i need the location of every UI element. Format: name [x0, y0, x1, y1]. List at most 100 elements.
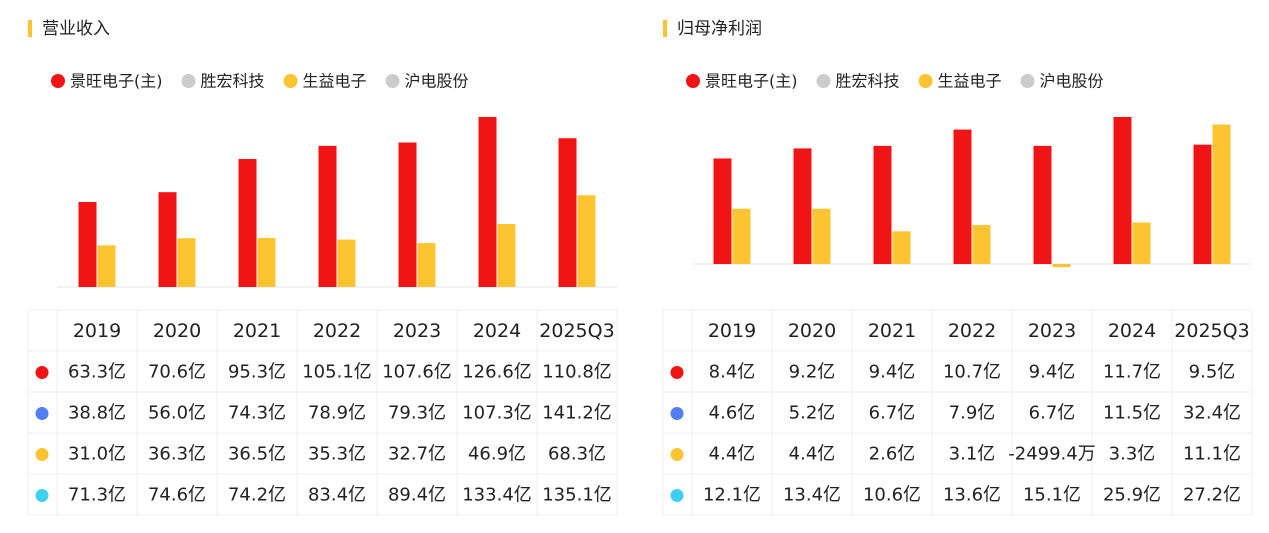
title-accent — [663, 20, 667, 37]
row-dot — [670, 489, 684, 502]
cell-value: 10.6亿 — [863, 485, 921, 506]
cell-value: 126.6亿 — [462, 362, 532, 383]
cell-value: 32.7亿 — [388, 444, 446, 465]
bar — [873, 145, 892, 264]
cell-value: 105.1亿 — [302, 362, 372, 383]
bar — [558, 138, 577, 287]
legend-dot — [385, 74, 400, 88]
cell-value: 38.8亿 — [68, 403, 126, 424]
cell-value: 110.8亿 — [542, 362, 612, 383]
column-header: 2023 — [393, 320, 441, 342]
column-header: 2024 — [473, 320, 521, 342]
legend-label: 生益电子 — [938, 72, 1002, 91]
column-header: 2022 — [948, 320, 996, 342]
bar — [1212, 124, 1231, 265]
cell-value: 74.3亿 — [228, 403, 286, 424]
legend-dot — [181, 74, 196, 88]
cell-value: 107.6亿 — [382, 362, 452, 383]
column-header: 2025Q3 — [1174, 320, 1249, 342]
column-header: 2024 — [1108, 320, 1156, 342]
bar — [1193, 144, 1212, 264]
cell-value: 4.6亿 — [709, 403, 756, 424]
row-dot — [670, 366, 684, 379]
cell-value: -2499.4万 — [1008, 444, 1095, 465]
cell-value: 56.0亿 — [148, 403, 206, 424]
bar — [1052, 264, 1071, 268]
cell-value: 78.9亿 — [308, 403, 366, 424]
cell-value: 9.2亿 — [789, 362, 836, 383]
legend-dot — [283, 74, 298, 88]
column-header: 2019 — [708, 320, 756, 342]
cell-value: 70.6亿 — [148, 362, 206, 383]
bar — [78, 202, 97, 287]
cell-value: 6.7亿 — [869, 403, 916, 424]
legend-label: 沪电股份 — [405, 72, 469, 91]
cell-value: 10.7亿 — [943, 362, 1001, 383]
cell-value: 71.3亿 — [68, 485, 126, 506]
cell-value: 11.7亿 — [1103, 362, 1161, 383]
legend-dot — [816, 74, 831, 88]
bar — [238, 159, 257, 287]
bar — [1033, 145, 1052, 264]
bar — [953, 129, 972, 264]
cell-value: 9.5亿 — [1189, 362, 1236, 383]
cell-value: 3.1亿 — [949, 444, 996, 465]
cell-value: 9.4亿 — [1029, 362, 1076, 383]
bar — [97, 245, 116, 287]
legend-dot — [51, 74, 65, 88]
cell-value: 7.9亿 — [949, 403, 996, 424]
column-header: 2021 — [233, 320, 281, 342]
chart-title: 归母净利润 — [677, 19, 762, 39]
cell-value: 36.3亿 — [148, 444, 206, 465]
row-dot — [670, 407, 684, 420]
legend-label: 胜宏科技 — [201, 72, 265, 91]
cell-value: 5.2亿 — [789, 403, 836, 424]
bar — [337, 239, 356, 287]
bar — [577, 195, 596, 287]
cell-value: 12.1亿 — [703, 485, 761, 506]
cell-value: 83.4亿 — [308, 485, 366, 506]
bar — [257, 237, 276, 287]
bar — [892, 231, 911, 264]
cell-value: 32.4亿 — [1183, 403, 1241, 424]
legend-dot — [918, 74, 933, 88]
cell-value: 63.3亿 — [68, 362, 126, 383]
legend-label: 景旺电子(主) — [705, 72, 798, 91]
legend-dot — [686, 74, 700, 88]
legend-label: 胜宏科技 — [836, 72, 900, 91]
cell-value: 95.3亿 — [228, 362, 286, 383]
column-header: 2019 — [73, 320, 121, 342]
cell-value: 36.5亿 — [228, 444, 286, 465]
cell-value: 13.6亿 — [943, 485, 1001, 506]
bar — [812, 208, 831, 264]
bar — [177, 238, 196, 287]
cell-value: 13.4亿 — [783, 485, 841, 506]
cell-value: 46.9亿 — [468, 444, 526, 465]
row-dot — [35, 489, 49, 502]
cell-value: 15.1亿 — [1023, 485, 1081, 506]
cell-value: 2.6亿 — [869, 444, 916, 465]
cell-value: 89.4亿 — [388, 485, 446, 506]
column-header: 2022 — [313, 320, 361, 342]
cell-value: 27.2亿 — [1183, 485, 1241, 506]
column-header: 2023 — [1028, 320, 1076, 342]
legend-label: 生益电子 — [303, 72, 367, 91]
column-header: 2025Q3 — [539, 320, 614, 342]
cell-value: 4.4亿 — [789, 444, 836, 465]
bar — [398, 142, 417, 287]
cell-value: 9.4亿 — [869, 362, 916, 383]
cell-value: 107.3亿 — [462, 403, 532, 424]
cell-value: 79.3亿 — [388, 403, 446, 424]
row-dot — [35, 448, 49, 461]
bar — [158, 192, 177, 287]
cell-value: 135.1亿 — [542, 485, 612, 506]
bar — [1132, 222, 1151, 264]
cell-value: 133.4亿 — [462, 485, 532, 506]
cell-value: 11.1亿 — [1183, 444, 1241, 465]
cell-value: 11.5亿 — [1103, 403, 1161, 424]
legend-label: 沪电股份 — [1040, 72, 1104, 91]
bar — [732, 208, 751, 264]
bar — [713, 158, 732, 264]
cell-value: 3.3亿 — [1109, 444, 1156, 465]
